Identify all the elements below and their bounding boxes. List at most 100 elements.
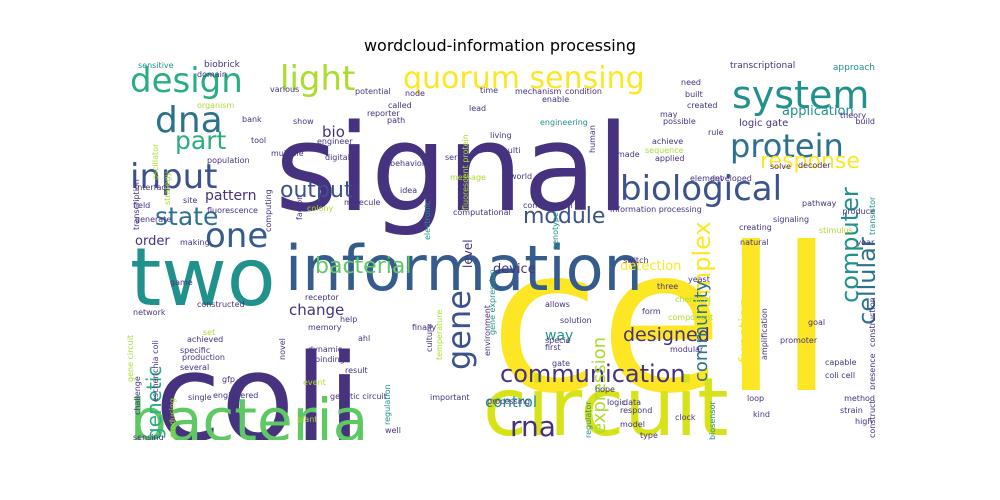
word-result: result [345,366,368,375]
word-computing: computing [264,189,273,232]
word-high: high [855,417,872,426]
word-loop: loop [747,394,764,403]
word-gene-expression: gene expression [488,269,497,335]
word-creating: creating [739,223,772,232]
word-gate: gate [552,359,570,368]
word-network: network [133,308,166,317]
word-message: message [450,173,486,182]
word-model: model [620,420,645,429]
word-oscillator: oscillator [151,143,160,180]
word-stimulus: stimulus [819,226,853,235]
word-designed: designed [623,324,710,346]
word-producing: producing [168,398,177,438]
word-circuit: circuit [483,361,729,440]
word-factor: factor [295,196,304,220]
word-called: called [388,101,412,110]
word-control: control [485,393,537,411]
word-function: function [735,298,754,363]
word-ahl: ahl [358,334,370,343]
word-generate: generate [135,215,171,224]
word-cloud: cell signal coli information circuit two bacte… [125,60,875,440]
word-communication: communication [500,360,686,388]
word-biosensor: biosensor [708,401,717,440]
word-rna: rna [510,410,556,440]
word-single: single [188,393,212,402]
word-made: made [617,150,640,159]
word-output: output [280,178,353,203]
word-produce: produce [842,207,875,216]
word-node: node [405,89,425,98]
word-rule: rule [708,128,724,137]
word-binding: binding [315,355,345,364]
word-may: may [660,110,678,119]
word-temperature: temperature [435,310,444,360]
word-biological: biological [620,169,782,209]
word-two: two [130,231,276,324]
word-genetic: genetic [142,366,166,440]
word-gene-circuit: gene circuit [126,335,135,382]
word-decoder: decoder [798,161,831,170]
word-coli: coli [155,330,361,440]
word-expression: expression [589,337,610,434]
word-yeast: yeast [688,275,710,284]
word-processing: processing [487,397,530,406]
word-natural: natural [740,238,769,247]
word-solve: solve [770,162,791,171]
word-bio: bio [322,123,345,141]
word-logic-gate: logic gate [739,118,788,129]
word-response: response [760,149,860,174]
word-part: part [175,126,226,155]
word-element: element [690,174,723,183]
word-state: state [155,202,218,231]
word-change: change [289,301,344,319]
word-respond: respond [620,406,652,415]
word-fluorescent-protein: fluorescent protein [461,134,470,210]
word-engineering: engineering [540,118,588,127]
word-receptor: receptor [305,293,339,302]
word-pattern: pattern [205,188,256,204]
word-information-processing: information processing [610,205,702,214]
word-culture: culture [425,324,434,352]
word-one: one [205,216,268,256]
word-event: event [303,378,326,387]
word-coli-cell: coli cell [825,371,855,380]
word-kind: kind [753,410,770,419]
word-interface: interface [135,183,171,192]
word-behavior: behavior [390,159,426,168]
word-well: well [385,426,401,435]
word-transcription: transcription [132,179,141,230]
word-amplification: amplification [760,308,769,360]
word-electronic: electronic [423,201,432,240]
word-colony: colony [307,204,333,213]
word-bacteria: bacteria [130,386,368,440]
word-memory: memory [308,323,342,332]
word-gfp: gfp [222,375,235,384]
word-approach: approach [833,63,875,73]
word-build: build [855,117,875,126]
word-presence: presence [868,353,875,390]
word-level: level [461,239,475,268]
word-capable: capable [825,358,857,367]
word-theory: theory [840,111,866,120]
word-first: first [545,343,561,352]
word-production: production [182,353,225,362]
word-possible: possible [663,117,696,126]
word-idea: idea [400,186,417,195]
word-sequence: sequence [645,146,684,155]
word-signaling: signaling [773,215,809,224]
word-pathway: pathway [802,199,837,208]
word-molecule: molecule [344,198,381,207]
word-need: need [681,78,701,87]
word-clock: clock [675,413,696,422]
word-built: built [685,90,703,99]
word-time: time [480,86,498,95]
word-application: application [782,104,854,119]
word-set: set [203,328,215,337]
word-complex: complex [688,221,716,323]
word-achieved: achieved [187,335,223,344]
word-solution: solution [560,316,592,325]
word-field: field [133,201,150,210]
word-human: human [588,125,597,153]
word-constructed: constructed [197,300,245,309]
word-quorum-sensing: quorum sensing [403,61,645,96]
